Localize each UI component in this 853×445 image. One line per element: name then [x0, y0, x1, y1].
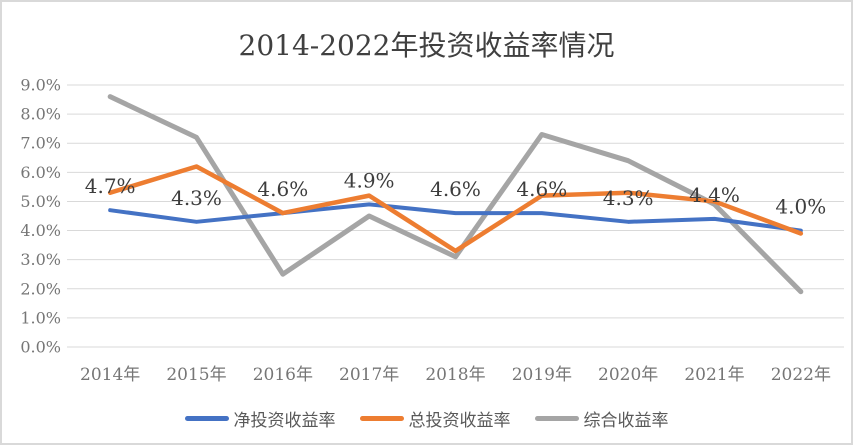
data-label: 4.7% [85, 174, 136, 198]
legend-item: 综合收益率 [534, 406, 669, 431]
data-label: 4.6% [257, 177, 308, 201]
legend: 净投资收益率 总投资收益率 综合收益率 [2, 406, 851, 431]
x-axis-label: 2022年 [771, 365, 831, 385]
legend-item: 净投资收益率 [184, 406, 336, 431]
x-axis-label: 2016年 [253, 365, 313, 385]
legend-swatch [184, 416, 229, 421]
legend-item: 总投资收益率 [359, 406, 511, 431]
x-axis-label: 2018年 [425, 365, 485, 385]
chart-title: 2014-2022年投资收益率情况 [238, 29, 615, 62]
y-tick-label: 2.0% [20, 279, 61, 298]
legend-label: 总投资收益率 [408, 411, 511, 431]
y-tick-label: 0.0% [20, 338, 61, 357]
legend-swatch [359, 416, 404, 421]
y-tick-label: 9.0% [20, 76, 61, 95]
data-label: 4.3% [171, 186, 222, 210]
data-label: 4.9% [344, 168, 395, 192]
y-tick-label: 5.0% [20, 192, 61, 211]
y-tick-label: 4.0% [20, 221, 61, 240]
data-label: 4.3% [603, 186, 654, 210]
x-axis-label: 2020年 [598, 365, 658, 385]
x-axis-label: 2014年 [80, 365, 140, 385]
y-tick-label: 6.0% [20, 163, 61, 182]
data-label: 4.6% [516, 177, 567, 201]
y-tick-label: 7.0% [20, 134, 61, 153]
data-label: 4.4% [689, 183, 740, 207]
legend-swatch [534, 416, 579, 421]
legend-label: 综合收益率 [583, 411, 669, 431]
series-line-net-investment-return [108, 202, 803, 233]
y-tick-label: 3.0% [20, 250, 61, 269]
x-axis-label: 2021年 [684, 365, 744, 385]
x-axis-label: 2019年 [512, 365, 572, 385]
legend-label: 净投资收益率 [233, 411, 336, 431]
y-tick-label: 1.0% [20, 308, 61, 327]
y-tick-label: 8.0% [20, 105, 61, 124]
x-axis-label: 2015年 [166, 365, 226, 385]
x-axis-label: 2017年 [339, 365, 399, 385]
series-line-total-investment-return [107, 164, 804, 254]
data-label: 4.6% [430, 177, 481, 201]
data-label: 4.0% [775, 195, 826, 219]
